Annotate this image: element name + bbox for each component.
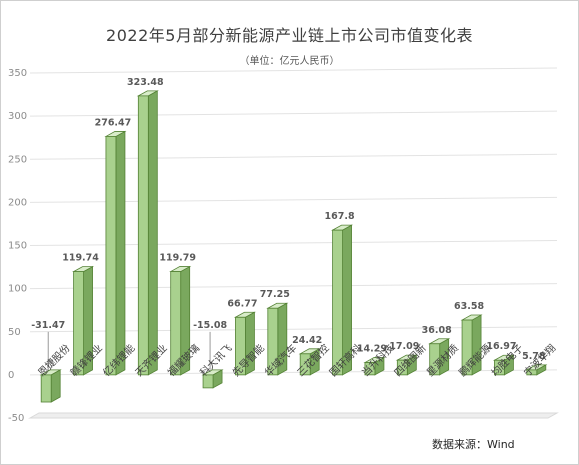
bar-front: [137, 95, 149, 376]
bar-front: [429, 343, 441, 376]
y-tick-label: 100: [8, 284, 27, 295]
data-label: 119.79: [159, 253, 196, 264]
bar-front: [267, 307, 279, 376]
bar-front: [461, 319, 473, 376]
data-label: 66.77: [227, 298, 257, 309]
y-tick-label: -50: [8, 413, 24, 424]
chart-subtitle: （单位：亿元人民币）: [239, 56, 340, 67]
bar-front: [105, 136, 117, 376]
bar-front: [40, 374, 52, 403]
y-tick-label: 0: [8, 370, 14, 381]
data-label: 323.48: [127, 77, 164, 88]
bar: [331, 224, 354, 376]
data-label: 167.8: [325, 211, 355, 222]
bar: [233, 311, 256, 376]
bar-front: [170, 271, 182, 376]
data-label: 77.25: [260, 289, 290, 300]
bar: [201, 369, 224, 389]
bar-front: [235, 316, 246, 376]
bar-front: [332, 229, 343, 376]
bars: [39, 90, 548, 403]
y-tick-label: 50: [8, 327, 21, 338]
y-tick-label: 150: [8, 241, 27, 252]
bar: [266, 302, 289, 376]
data-label: 17.09: [389, 341, 419, 352]
data-label: 63.58: [454, 301, 484, 312]
bar-side: [147, 90, 158, 376]
bar-side: [115, 130, 126, 376]
bar: [298, 348, 321, 376]
chart-title: 2022年5月部分新能源产业链上市公司市值变化表: [106, 26, 473, 45]
y-tick-label: 250: [8, 154, 27, 165]
data-source-note: 数据来源：Wind: [432, 438, 515, 451]
bar: [104, 130, 127, 376]
bar-front: [73, 271, 84, 376]
data-label: 5.78: [522, 351, 546, 362]
data-label: 119.74: [62, 253, 99, 264]
bar: [39, 369, 62, 403]
data-labels: -31.47 119.74 276.47 323.48 119.79 -15.0866.7…: [31, 77, 546, 370]
data-label: 276.47: [95, 117, 132, 128]
y-tick-label: 200: [8, 197, 27, 208]
data-label: -31.47: [31, 320, 65, 331]
y-tick-label: 350: [8, 68, 27, 79]
bar: [492, 354, 515, 376]
data-label: -15.08: [193, 320, 227, 331]
bar: [460, 314, 483, 376]
bar: [525, 364, 548, 376]
bar: [395, 354, 418, 376]
bar: [169, 265, 192, 376]
bar-front: [396, 359, 408, 376]
bar-front: [299, 353, 311, 376]
gridline: [29, 110, 558, 117]
data-label: 14.29: [357, 344, 387, 355]
bar: [428, 338, 451, 376]
gridline: [29, 67, 558, 74]
data-label: 36.08: [422, 325, 452, 336]
bar-front: [526, 369, 538, 376]
chart-floor: [28, 412, 559, 419]
bar: [136, 90, 159, 376]
floor-plane: [28, 412, 559, 419]
bar-front: [494, 359, 505, 376]
y-tick-label: 300: [8, 111, 27, 122]
bar-front: [202, 374, 214, 389]
data-label: 24.42: [292, 335, 322, 346]
bar: [363, 356, 386, 376]
bar-front: [364, 362, 376, 376]
bar-side: [50, 369, 61, 403]
data-label: 16.97: [486, 341, 516, 352]
y-axis: -50 0 50 100 150 200 250 300 350: [8, 68, 27, 424]
bar: [72, 265, 95, 376]
